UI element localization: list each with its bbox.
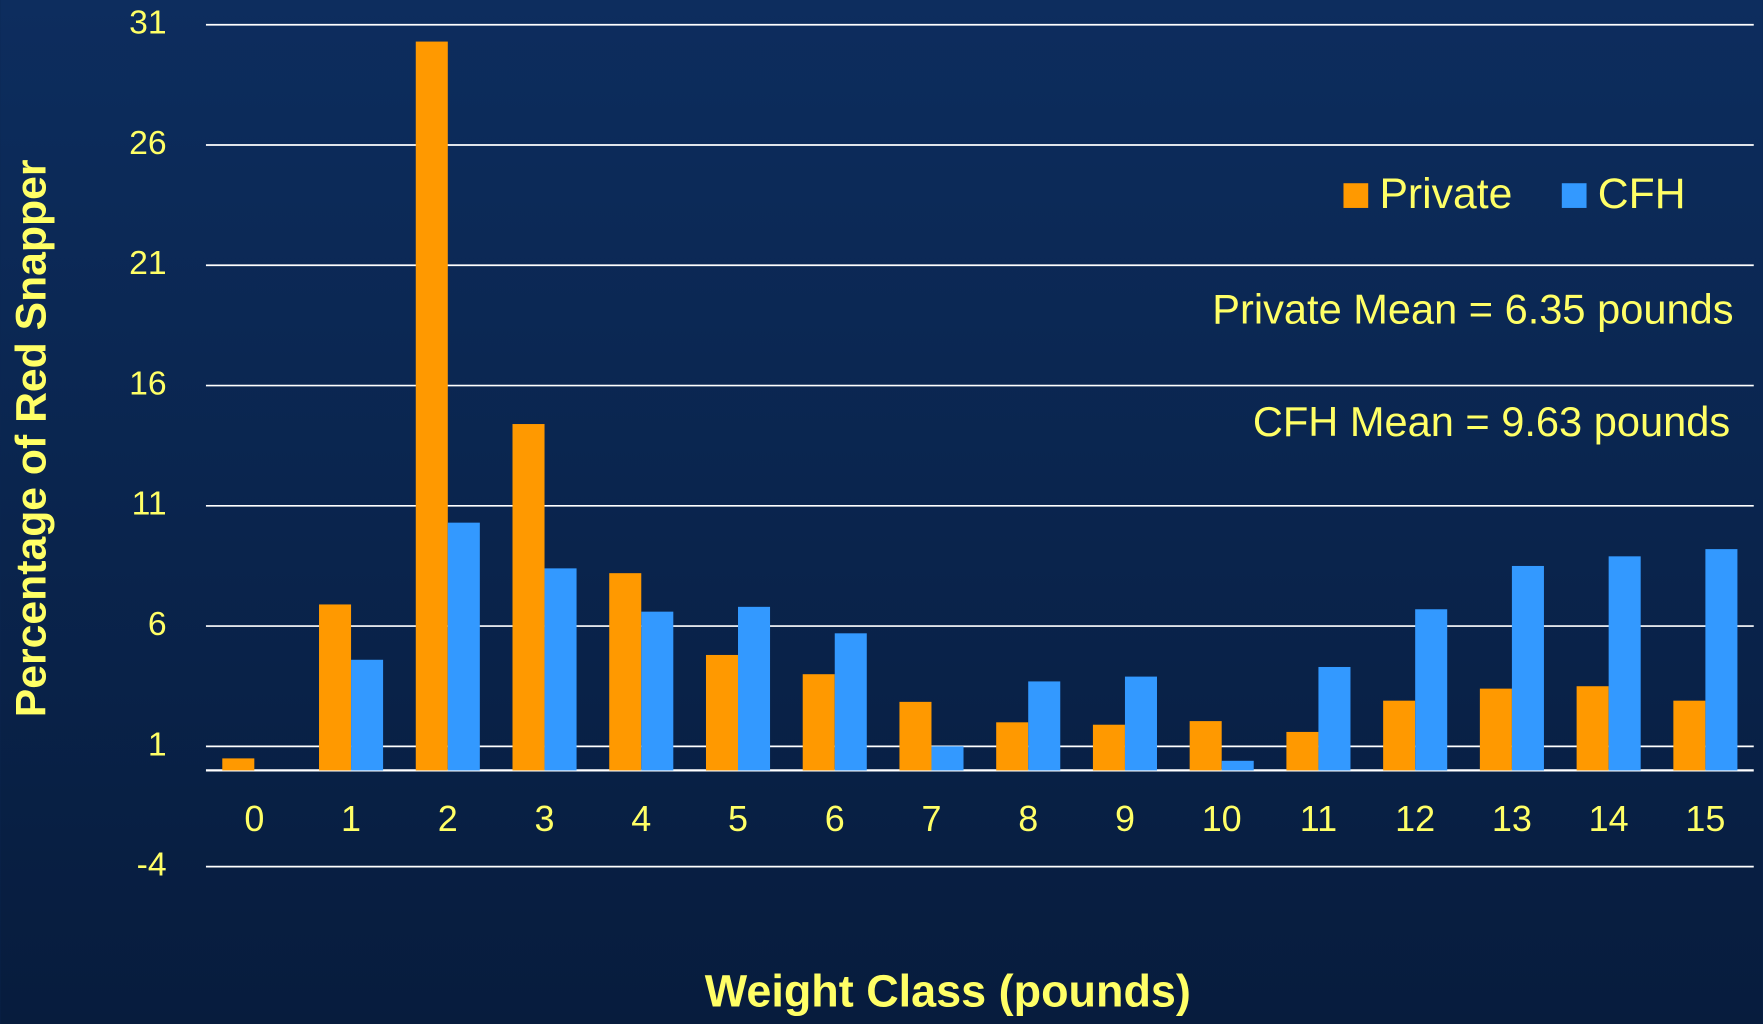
bar (996, 722, 1029, 771)
y-tick-label: 6 (148, 605, 167, 643)
y-tick-label: 31 (129, 4, 167, 42)
x-tick-label: 1 (341, 798, 361, 839)
x-tick-label: 8 (1018, 798, 1038, 839)
bar (1189, 721, 1222, 771)
annotation: CFH Mean = 9.63 pounds (1253, 398, 1730, 445)
y-tick-label: 1 (148, 725, 167, 763)
bar (1415, 609, 1448, 771)
legend-swatch (1343, 183, 1369, 208)
x-tick-label: 12 (1395, 798, 1435, 839)
x-tick-label: 9 (1115, 798, 1135, 839)
x-tick-label: 6 (825, 798, 845, 839)
y-tick-label: 16 (129, 364, 167, 402)
x-tick-label: 13 (1492, 798, 1532, 839)
bar (641, 611, 674, 771)
x-tick-label: 4 (631, 798, 651, 839)
y-tick-label: 11 (132, 485, 167, 523)
bar (1511, 565, 1544, 771)
bar (447, 522, 480, 771)
bar (1479, 688, 1512, 771)
legend-label: CFH (1598, 170, 1686, 218)
bar (931, 746, 964, 771)
y-tick-label: -4 (137, 846, 167, 884)
bar (415, 41, 448, 771)
bar (351, 659, 384, 771)
x-tick-label: 10 (1202, 798, 1242, 839)
bar (738, 606, 771, 771)
annotation: Private Mean = 6.35 pounds (1212, 285, 1733, 332)
bar (1124, 676, 1157, 771)
bar (1673, 700, 1706, 771)
bar (609, 573, 642, 771)
bar (1705, 549, 1738, 771)
bar (222, 758, 255, 771)
y-tick-label: 21 (129, 244, 167, 282)
x-tick-label: 14 (1589, 798, 1629, 839)
bar (834, 633, 867, 771)
x-tick-label: 11 (1300, 798, 1337, 839)
legend-swatch (1561, 183, 1587, 208)
bar (1608, 556, 1641, 771)
x-tick-label: 0 (244, 798, 264, 839)
bar (1092, 724, 1125, 771)
bar (1286, 731, 1319, 771)
legend-label: Private (1379, 170, 1512, 218)
y-axis-label: Percentage of Red Snapper (7, 160, 55, 718)
bar (544, 568, 577, 771)
x-axis-label: Weight Class (pounds) (705, 966, 1191, 1017)
x-tick-label: 3 (535, 798, 555, 839)
bar (1221, 760, 1254, 771)
bar (512, 424, 545, 771)
bar (705, 654, 739, 771)
bar (1383, 700, 1416, 771)
x-tick-label: 2 (438, 798, 458, 839)
bar (319, 604, 352, 771)
bar (802, 674, 835, 771)
y-tick-label: 26 (129, 124, 167, 162)
bar (899, 701, 932, 771)
x-tick-label: 5 (728, 798, 748, 839)
x-tick-label: 15 (1685, 798, 1725, 839)
bar (1576, 686, 1609, 771)
bar (1028, 681, 1061, 771)
bar (1318, 666, 1351, 771)
x-tick-label: 7 (921, 798, 941, 839)
